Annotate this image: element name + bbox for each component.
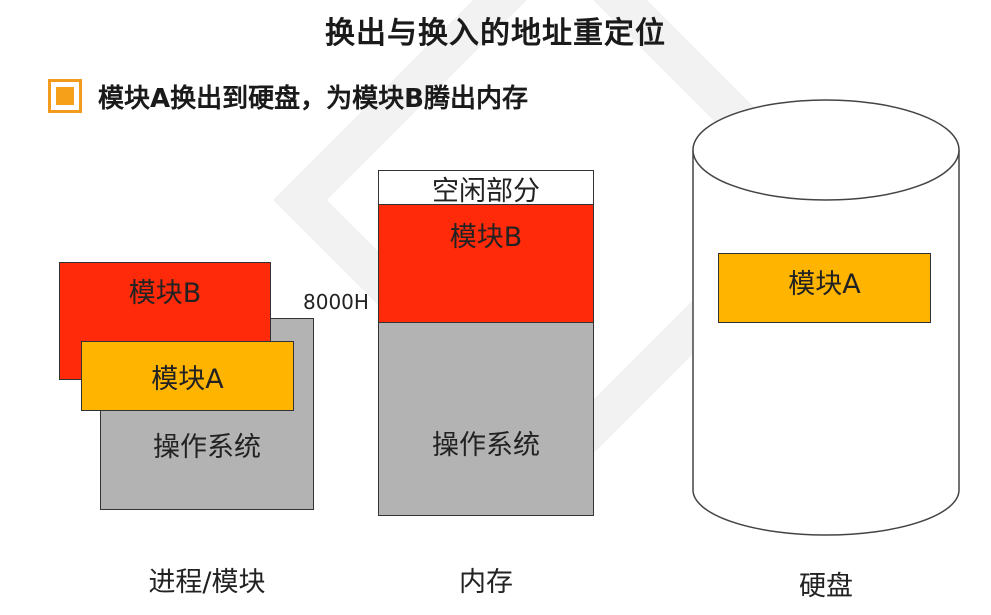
memory-caption: 内存: [459, 567, 513, 598]
page-title: 换出与换入的地址重定位: [325, 16, 666, 51]
memory-address-label: 8000H: [303, 290, 369, 314]
process-caption: 进程/模块: [148, 567, 266, 598]
disk-module-a-block: 模块A: [718, 253, 931, 323]
process-module-a-block: 模块A: [81, 341, 294, 411]
memory-os-block: 操作系统: [378, 322, 594, 516]
square-bullet-icon: [48, 79, 82, 113]
memory-free-block: 空闲部分: [378, 170, 594, 207]
disk-caption: 硬盘: [799, 571, 853, 602]
memory-module-b-label: 模块B: [449, 222, 523, 253]
process-os-label: 操作系统: [153, 432, 261, 463]
process-module-a-label: 模块A: [151, 363, 224, 395]
process-module-b-label: 模块B: [128, 278, 202, 309]
bullet-text: 模块A换出到硬盘，为模块B腾出内存: [98, 83, 528, 114]
bullet-point: 模块A换出到硬盘，为模块B腾出内存: [48, 76, 528, 116]
disk-module-a-label: 模块A: [788, 269, 861, 300]
memory-os-label: 操作系统: [432, 430, 540, 461]
memory-free-label: 空闲部分: [432, 175, 540, 207]
memory-module-b-block: 模块B: [378, 204, 594, 324]
